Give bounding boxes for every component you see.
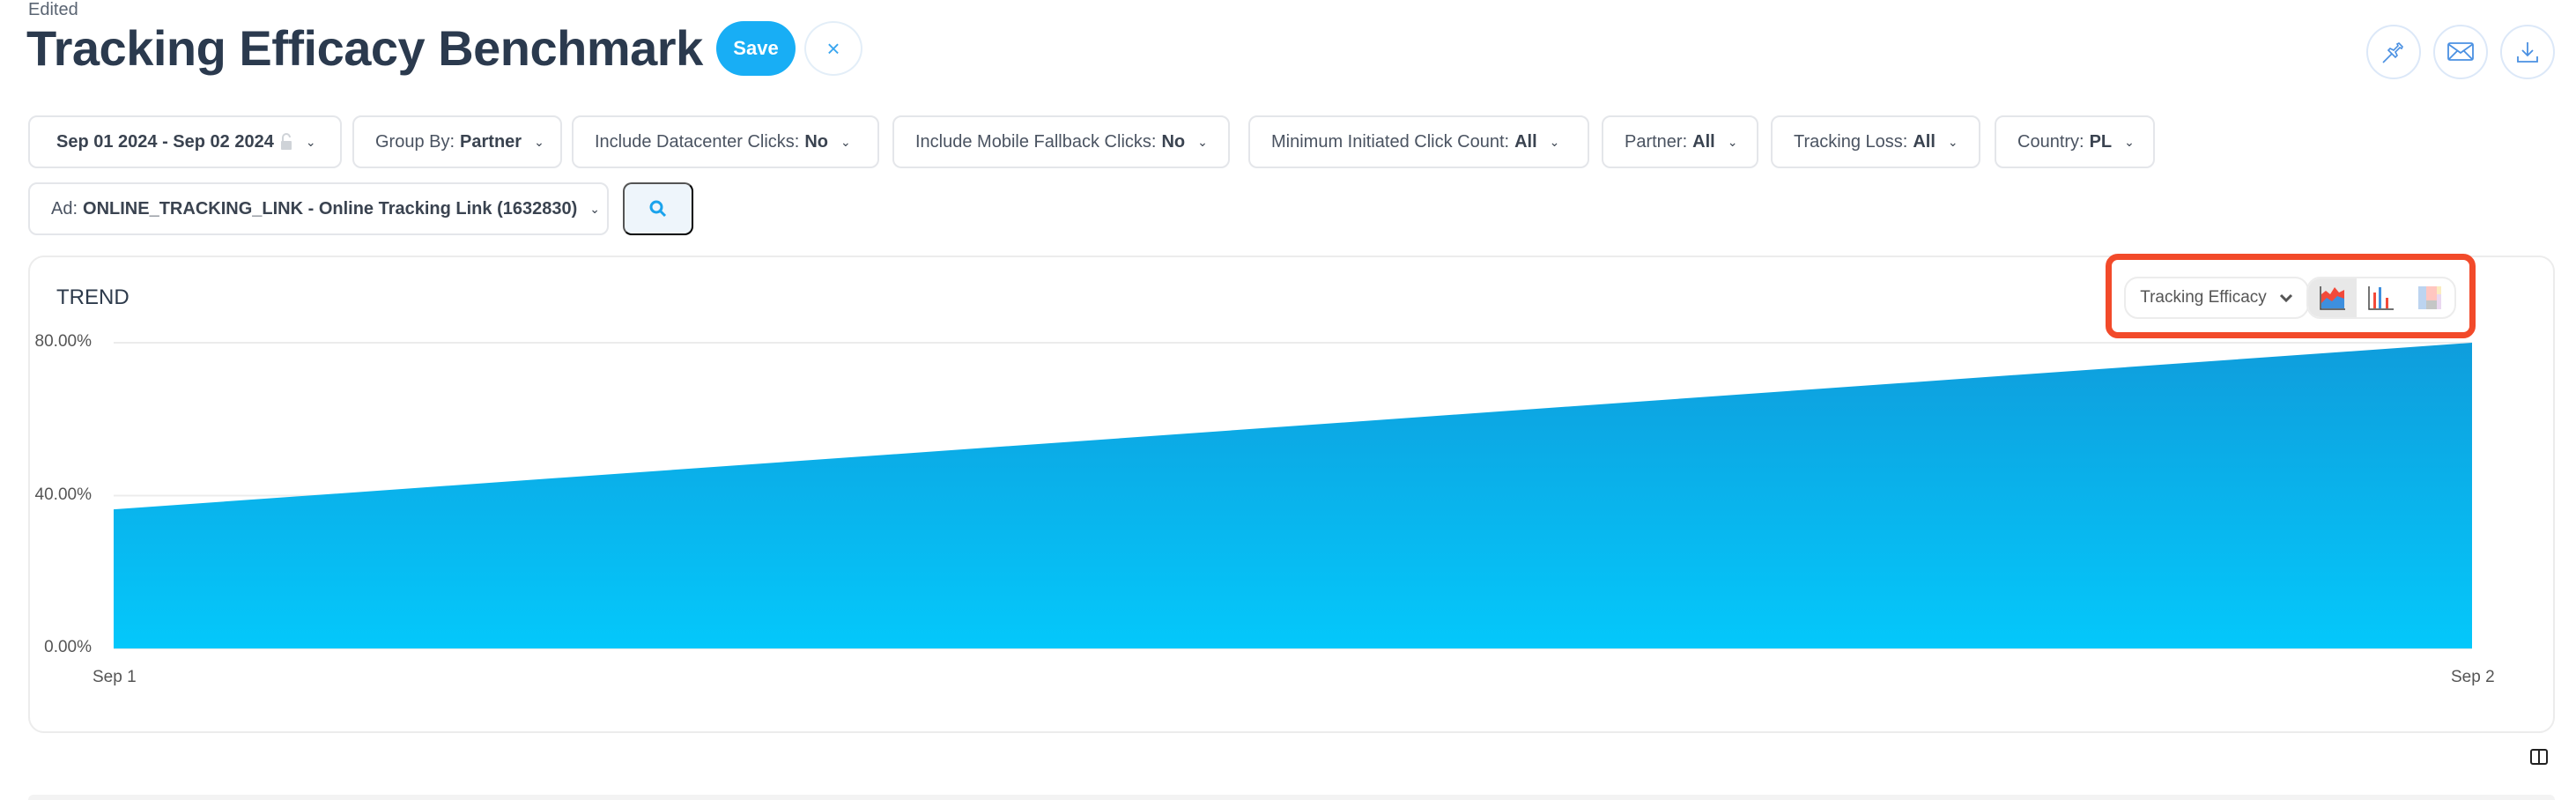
unlock-icon: [280, 133, 292, 150]
filter-label: Include Datacenter Clicks:: [595, 131, 800, 152]
filter-chip[interactable]: Group By: Partner ⌄: [352, 115, 562, 168]
filter-chip[interactable]: Include Datacenter Clicks: No ⌄: [572, 115, 879, 168]
email-button[interactable]: [2433, 25, 2488, 79]
download-button[interactable]: [2500, 25, 2555, 79]
filter-value: No: [804, 131, 828, 152]
chevron-down-icon: ⌄: [1197, 134, 1208, 149]
chevron-down-icon: ⌄: [589, 201, 600, 216]
filter-value: No: [1161, 131, 1186, 152]
chevron-down-icon: ⌄: [840, 134, 851, 149]
chart-type-toggle: [2306, 277, 2456, 319]
filter-chip[interactable]: Minimum Initiated Click Count: All ⌄: [1248, 115, 1589, 168]
metric-dropdown[interactable]: Tracking Efficacy: [2124, 277, 2309, 319]
filter-chip[interactable]: Include Mobile Fallback Clicks: No ⌄: [892, 115, 1230, 168]
filter-chip[interactable]: Tracking Loss: All ⌄: [1771, 115, 1980, 168]
y-tick-label: 0.00%: [44, 638, 92, 656]
chevron-down-icon: ⌄: [1727, 134, 1738, 149]
chevron-down-icon: ⌄: [1947, 134, 1958, 149]
filter-value: All: [1514, 131, 1537, 152]
filter-chip[interactable]: Country: PL ⌄: [1995, 115, 2155, 168]
filter-value: Sep 01 2024 - Sep 02 2024: [56, 131, 274, 152]
filter-value: All: [1913, 131, 1936, 152]
columns-icon: [2530, 749, 2548, 765]
envelope-icon: [2447, 42, 2474, 61]
table-panel-edge: [28, 795, 2555, 800]
y-tick-label: 80.00%: [34, 332, 92, 351]
edited-status: Edited: [28, 0, 78, 19]
search-icon: [649, 200, 667, 218]
heatmap-button[interactable]: [2406, 278, 2454, 317]
filter-value: All: [1692, 131, 1715, 152]
area-chart-button[interactable]: [2308, 278, 2358, 317]
bar-chart-button[interactable]: [2357, 278, 2405, 317]
area-chart-icon: [2319, 286, 2345, 310]
cancel-button[interactable]: ×: [804, 21, 862, 76]
trend-title: TREND: [56, 285, 130, 309]
filter-label: Minimum Initiated Click Count:: [1271, 131, 1510, 152]
chevron-down-icon: ⌄: [2124, 134, 2135, 149]
chevron-down-icon: ⌄: [534, 134, 544, 149]
chevron-down-icon: ⌄: [1549, 134, 1560, 149]
columns-button[interactable]: [2530, 749, 2548, 769]
filter-chip[interactable]: Ad: ONLINE_TRACKING_LINK - Online Tracki…: [28, 182, 609, 235]
x-tick-label: Sep 1: [93, 668, 137, 686]
filter-label: Tracking Loss:: [1794, 131, 1908, 152]
filter-value: Partner: [460, 131, 522, 152]
metric-label: Tracking Efficacy: [2140, 288, 2267, 307]
save-button[interactable]: Save: [716, 21, 796, 76]
y-tick-label: 40.00%: [34, 485, 92, 504]
chevron-down-icon: ⌄: [305, 134, 316, 149]
search-button[interactable]: [623, 182, 693, 235]
filter-chip[interactable]: Partner: All ⌄: [1602, 115, 1758, 168]
filter-chip[interactable]: Sep 01 2024 - Sep 02 2024 ⌄: [28, 115, 342, 168]
chevron-down-icon: [2279, 293, 2292, 303]
filter-value: PL: [2089, 131, 2113, 152]
pin-button[interactable]: [2366, 25, 2421, 79]
x-tick-label: Sep 2: [2451, 668, 2495, 686]
filter-value: ONLINE_TRACKING_LINK - Online Tracking L…: [83, 198, 578, 219]
filter-label: Partner:: [1625, 131, 1688, 152]
filter-label: Ad:: [51, 198, 78, 219]
close-icon: ×: [826, 34, 840, 62]
filter-label: Group By:: [375, 131, 455, 152]
download-icon: [2517, 42, 2538, 63]
heatmap-icon: [2418, 286, 2442, 309]
area-series: [114, 343, 2472, 648]
pin-icon: [2382, 42, 2403, 63]
filter-label: Country:: [2017, 131, 2084, 152]
highlight-box: [2106, 254, 2476, 338]
bar-chart-icon: [2368, 286, 2394, 310]
trend-chart: [114, 342, 2472, 649]
page-title: Tracking Efficacy Benchmark: [26, 20, 703, 76]
filter-label: Include Mobile Fallback Clicks:: [915, 131, 1157, 152]
